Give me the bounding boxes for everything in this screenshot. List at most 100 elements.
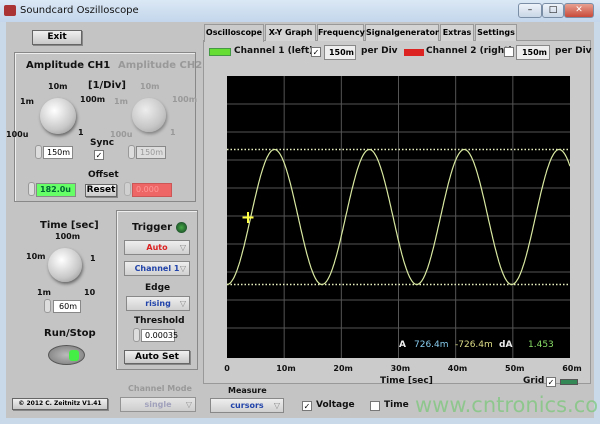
measure-dropdown[interactable]: cursors ▽: [210, 398, 284, 413]
close-button[interactable]: ✕: [564, 3, 594, 18]
time-tick: 100m: [55, 232, 81, 241]
time-measure-label: Time: [384, 400, 409, 410]
readout-da-label: dA: [499, 340, 513, 350]
ch2-tick: 1m: [114, 97, 128, 106]
channel1-label: Channel 1 (left): [234, 46, 314, 56]
voltage-label: Voltage: [316, 400, 355, 410]
channel2-color-swatch: [404, 49, 424, 56]
offset-ch2-spinner[interactable]: [124, 182, 131, 196]
time-checkbox[interactable]: [370, 401, 380, 411]
trigger-mode-dropdown[interactable]: Auto ▽: [124, 240, 190, 255]
tab-signalgenerator[interactable]: Signalgenerator: [365, 24, 439, 41]
chevron-down-icon: ▽: [273, 401, 280, 410]
ch2-tick: 1: [170, 128, 176, 137]
readout-b-value: -726.4m: [455, 340, 493, 350]
ch1-tick: 1m: [20, 97, 34, 106]
offset-ch2-input[interactable]: 0.000: [132, 183, 172, 197]
sync-checkbox[interactable]: ✓: [94, 150, 104, 160]
threshold-input[interactable]: 0.00035: [141, 329, 178, 342]
tab-extras[interactable]: Extras: [440, 24, 474, 41]
ch1-spinner[interactable]: [35, 145, 42, 159]
threshold-spinner[interactable]: [133, 328, 140, 342]
x-tick-label: 30m: [390, 364, 411, 373]
edge-dropdown[interactable]: rising ▽: [126, 296, 190, 311]
time-knob[interactable]: [48, 248, 82, 282]
ch1-amplitude-input[interactable]: 150m: [43, 146, 73, 159]
time-tick: 1m: [37, 288, 51, 297]
crosshair-cursor-icon: [242, 212, 254, 223]
offset-label: Offset: [88, 170, 119, 180]
channel-mode-label: Channel Mode: [128, 384, 192, 393]
minimize-button[interactable]: –: [518, 3, 542, 18]
time-tick: 1: [90, 254, 96, 263]
ch1-tick: 1: [78, 128, 84, 137]
readout-da-value: 1.453: [528, 340, 554, 350]
tab-settings[interactable]: Settings: [475, 24, 517, 41]
time-input[interactable]: 60m: [53, 300, 81, 313]
channel2-div-input[interactable]: 150m: [516, 45, 550, 60]
channel2-label: Channel 2 (right): [426, 46, 513, 56]
auto-set-button[interactable]: Auto Set: [124, 350, 190, 364]
tab-xygraph[interactable]: X-Y Graph: [265, 24, 316, 41]
ch1-tick: 10m: [48, 82, 68, 91]
x-tick-label: 20m: [333, 364, 353, 373]
window-title: Soundcard Oszilloscope: [20, 5, 139, 16]
sync-label: Sync: [90, 138, 115, 148]
run-indicator-icon: [69, 350, 79, 361]
watermark: www.cntronics.com: [415, 393, 600, 417]
chevron-down-icon: ▽: [185, 400, 192, 409]
trigger-mode-value: Auto: [146, 243, 168, 252]
amplitude-ch2-knob[interactable]: [132, 98, 166, 132]
channel1-checkbox[interactable]: ✓: [311, 47, 321, 57]
ch1-tick: 100m: [80, 95, 106, 104]
time-tick: 10m: [26, 252, 46, 261]
time-spinner[interactable]: [44, 299, 51, 313]
chevron-down-icon: ▽: [179, 299, 186, 308]
copyright-label: © 2012 C. Zeitnitz V1.41: [12, 398, 108, 410]
channel-mode-dropdown[interactable]: single ▽: [120, 397, 196, 412]
grid-label: Grid: [523, 376, 545, 386]
offset-ch1-spinner[interactable]: [28, 182, 35, 196]
chevron-down-icon: ▽: [179, 264, 186, 273]
trigger-panel: [116, 210, 198, 370]
offset-ch1-input[interactable]: 182.0u: [36, 183, 76, 197]
amplitude-ch1-label: Amplitude CH1: [26, 60, 111, 71]
title-bar: Soundcard Oszilloscope – □ ✕: [0, 0, 600, 22]
x-axis-label: Time [sec]: [380, 376, 433, 386]
grid-color-swatch[interactable]: [560, 379, 578, 385]
measure-value: cursors: [230, 401, 264, 410]
time-tick: 10: [84, 288, 96, 297]
tab-frequency[interactable]: Frequency: [317, 24, 365, 41]
x-tick-label: 60m: [562, 364, 582, 373]
channel2-per-div-label: per Div: [555, 46, 592, 56]
trigger-channel-dropdown[interactable]: Channel 1 ▽: [124, 261, 190, 276]
readout-a-value: 726.4m: [414, 340, 449, 350]
channel1-div-input[interactable]: 150m: [324, 45, 356, 60]
x-tick-label: 0: [224, 364, 230, 373]
amplitude-ch1-knob[interactable]: [40, 98, 76, 134]
trigger-led-icon: [176, 222, 187, 233]
threshold-label: Threshold: [134, 316, 185, 326]
oscilloscope-plot[interactable]: [227, 76, 570, 358]
channel1-trace: [227, 148, 570, 286]
grid-checkbox[interactable]: ✓: [546, 377, 556, 387]
maximize-button[interactable]: □: [542, 3, 564, 18]
chevron-down-icon: ▽: [179, 243, 186, 252]
readout-a-label: A: [399, 340, 406, 350]
edge-value: rising: [145, 299, 171, 308]
time-label: Time [sec]: [40, 220, 99, 231]
voltage-checkbox[interactable]: ✓: [302, 401, 312, 411]
ch2-amplitude-input[interactable]: 150m: [136, 146, 166, 159]
run-stop-button[interactable]: [48, 345, 85, 365]
ch2-tick: 10m: [140, 82, 160, 91]
ch2-spinner[interactable]: [128, 145, 135, 159]
app-icon: [4, 5, 16, 16]
ch1-tick: 100u: [6, 130, 29, 139]
trigger-channel-value: Channel 1: [134, 264, 180, 273]
channel1-per-div-label: per Div: [361, 46, 398, 56]
exit-button[interactable]: Exit: [32, 30, 82, 45]
tab-oscilloscope[interactable]: Oscilloscope: [204, 24, 264, 42]
offset-reset-button[interactable]: Reset: [85, 184, 117, 197]
amplitude-panel: [14, 52, 196, 202]
channel2-checkbox[interactable]: [504, 47, 514, 57]
